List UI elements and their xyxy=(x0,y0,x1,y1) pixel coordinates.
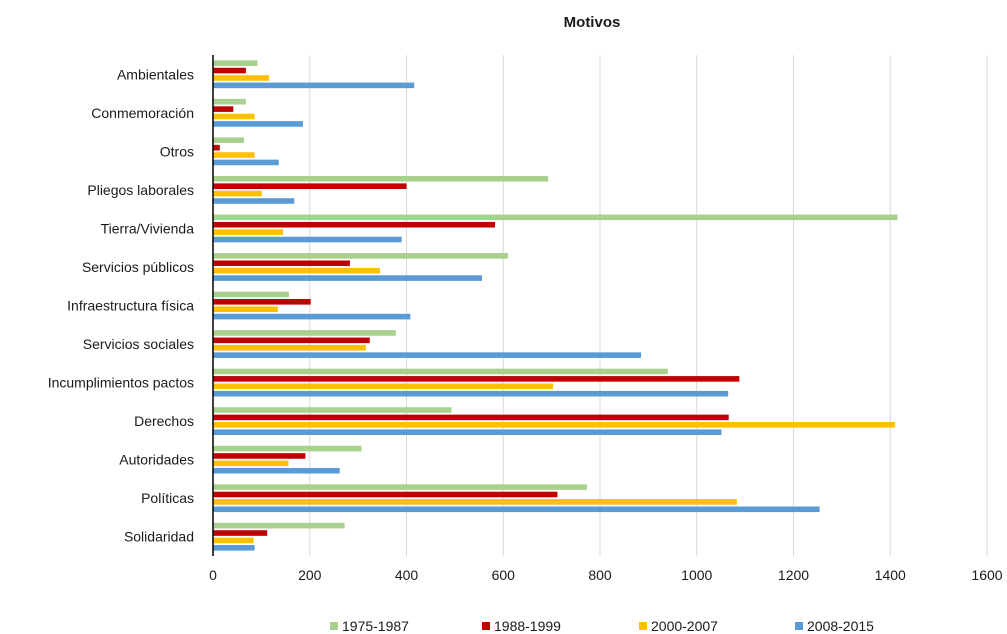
bar xyxy=(213,183,407,189)
bar xyxy=(213,522,345,529)
bar xyxy=(213,491,558,498)
category-label: Incumplimientos pactos xyxy=(48,375,194,391)
bar xyxy=(213,159,279,166)
x-tick-label: 800 xyxy=(588,567,612,583)
legend-swatch xyxy=(482,622,490,630)
legend-item: 2000-2007 xyxy=(639,618,718,634)
bar xyxy=(213,429,722,436)
bar xyxy=(213,137,244,144)
legend-swatch xyxy=(330,622,338,630)
grid-lines xyxy=(309,55,988,556)
category-label: Infraestructura física xyxy=(67,298,194,314)
legend-item: 2008-2015 xyxy=(795,618,874,634)
legend-label: 2000-2007 xyxy=(651,618,718,634)
bar xyxy=(213,260,350,267)
legend-swatch xyxy=(639,622,647,630)
bar xyxy=(213,313,411,320)
category-label: Pliegos laborales xyxy=(87,182,194,198)
category-label: Ambientales xyxy=(117,66,194,82)
x-tick-label: 0 xyxy=(209,567,217,583)
category-labels: Ambientales Conmemoración Otros Pliegos lab… xyxy=(48,66,195,544)
bar xyxy=(213,506,820,513)
bar xyxy=(213,229,284,235)
bar xyxy=(213,67,246,74)
bar xyxy=(213,530,268,536)
category-label: Servicios sociales xyxy=(83,336,194,352)
bar xyxy=(213,383,554,390)
x-tick-labels: 0 200 400 600 800 1000 1200 1400 1600 xyxy=(209,567,1003,583)
legend-item: 1975-1987 xyxy=(330,618,409,634)
bar xyxy=(213,460,289,467)
bar xyxy=(213,144,220,151)
chart-title: Motivos xyxy=(564,14,621,31)
bar xyxy=(213,330,396,336)
bar xyxy=(213,344,366,351)
bar xyxy=(213,537,254,544)
bar xyxy=(213,414,729,421)
category-label: Otros xyxy=(160,143,194,159)
bar xyxy=(213,453,306,459)
bar xyxy=(213,75,270,81)
bar xyxy=(213,467,340,474)
bar xyxy=(213,337,370,344)
bar xyxy=(213,190,262,197)
x-tick-label: 400 xyxy=(395,567,419,583)
legend-swatch xyxy=(795,622,803,630)
bar xyxy=(213,98,246,105)
bar xyxy=(213,175,549,182)
category-label: Solidaridad xyxy=(124,529,194,545)
bar xyxy=(213,299,311,305)
x-tick-label: 600 xyxy=(492,567,516,583)
bars xyxy=(213,60,898,551)
bar xyxy=(213,291,289,298)
bar xyxy=(213,82,415,89)
x-tick-label: 1600 xyxy=(971,567,1002,583)
bar xyxy=(213,113,255,120)
bar xyxy=(213,221,496,228)
x-tick-label: 1400 xyxy=(875,567,906,583)
bar xyxy=(213,545,255,551)
bar xyxy=(213,275,482,281)
category-label: Derechos xyxy=(134,413,194,429)
bar xyxy=(213,267,380,274)
legend: 1975-1987 1988-1999 2000-2007 2008-2015 xyxy=(330,618,874,634)
bar xyxy=(213,214,898,221)
bar xyxy=(213,352,642,358)
bar xyxy=(213,60,258,66)
bar xyxy=(213,106,234,112)
bar xyxy=(213,422,896,428)
bar xyxy=(213,499,737,505)
category-label: Servicios públicos xyxy=(82,259,194,275)
legend-label: 1975-1987 xyxy=(342,618,409,634)
category-label: Tierra/Vivienda xyxy=(101,220,195,236)
category-label: Políticas xyxy=(141,490,194,506)
bar xyxy=(213,368,668,375)
legend-label: 2008-2015 xyxy=(807,618,874,634)
bar xyxy=(213,306,278,312)
x-tick-label: 200 xyxy=(298,567,322,583)
bar xyxy=(213,236,402,243)
bar xyxy=(213,407,452,413)
bar xyxy=(213,484,587,490)
bar xyxy=(213,445,362,452)
legend-item: 1988-1999 xyxy=(482,618,561,634)
category-label: Autoridades xyxy=(119,452,194,468)
x-tick-label: 1200 xyxy=(778,567,809,583)
x-tick-label: 1000 xyxy=(681,567,712,583)
bar xyxy=(213,376,740,382)
bar xyxy=(213,253,509,259)
legend-label: 1988-1999 xyxy=(494,618,561,634)
bar xyxy=(213,152,255,158)
bar xyxy=(213,198,295,204)
category-label: Conmemoración xyxy=(91,105,194,121)
bar xyxy=(213,390,729,397)
bar xyxy=(213,121,303,127)
